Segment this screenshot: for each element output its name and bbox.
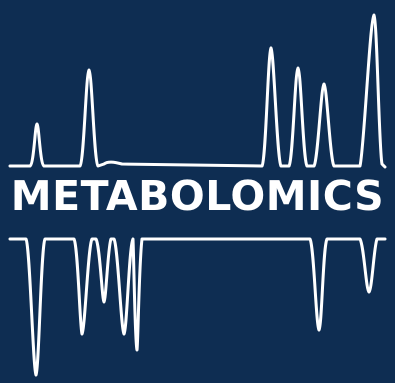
lower-spectrum-trace [8, 237, 387, 377]
upper-spectrum-trace [8, 13, 387, 169]
wordmark: METABOLOMICS [10, 172, 385, 220]
